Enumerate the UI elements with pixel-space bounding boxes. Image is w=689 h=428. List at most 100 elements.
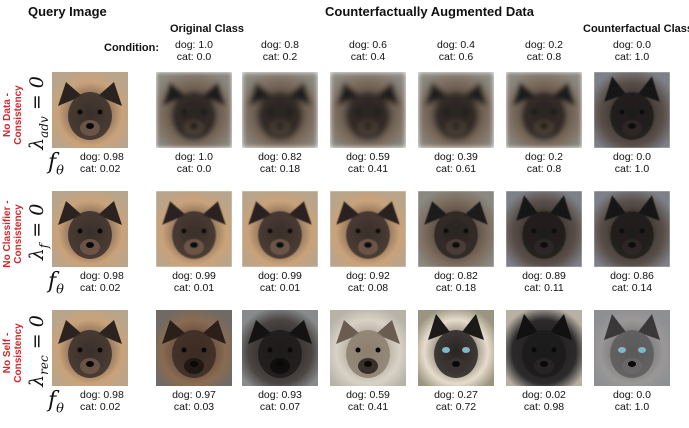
lambda-label: λrec = 0 bbox=[24, 296, 51, 406]
augmented-image bbox=[330, 191, 406, 267]
score-cat: cat: 0.98 bbox=[523, 401, 565, 413]
score-cat: cat: 0.01 bbox=[259, 282, 301, 294]
classifier-symbol: fθ bbox=[48, 271, 64, 301]
score-cat: cat: 0.14 bbox=[611, 282, 653, 294]
augmented-image bbox=[242, 72, 318, 148]
condition-cat: cat: 0.8 bbox=[526, 51, 562, 63]
query-score-cat: cat: 0.02 bbox=[80, 163, 121, 175]
lambda-text: λrec = 0 bbox=[24, 296, 51, 406]
lambda-symbol: λ bbox=[26, 374, 48, 387]
score-dog: dog: 0.0 bbox=[613, 389, 651, 401]
lambda-subscript: adv bbox=[36, 116, 51, 138]
augmented-scores: dog: 0.59 cat: 0.41 bbox=[330, 389, 406, 413]
augmented-image bbox=[242, 310, 318, 386]
lambda-text: λadv = 0 bbox=[24, 58, 51, 168]
score-dog: dog: 0.99 bbox=[172, 270, 216, 282]
augmented-image bbox=[330, 72, 406, 148]
lambda-symbol: λ bbox=[26, 137, 48, 150]
score-cat: cat: 0.01 bbox=[173, 282, 215, 294]
row-label-line: Consistency bbox=[13, 204, 24, 264]
augmented-image bbox=[506, 72, 582, 148]
counterfactual-class-header: Counterfactual Class bbox=[583, 23, 689, 35]
augmented-scores: dog: 0.0 cat: 1.0 bbox=[594, 151, 670, 175]
condition-label: Condition: bbox=[104, 42, 159, 54]
score-dog: dog: 0.02 bbox=[522, 389, 566, 401]
augmented-scores: dog: 0.39 cat: 0.61 bbox=[418, 151, 494, 175]
augmented-image bbox=[418, 191, 494, 267]
query-score-cat: cat: 0.02 bbox=[80, 401, 121, 413]
query-image bbox=[52, 191, 128, 267]
score-dog: dog: 0.89 bbox=[522, 270, 566, 282]
classifier-f: f bbox=[48, 388, 57, 413]
query-image bbox=[52, 72, 128, 148]
query-image bbox=[52, 310, 128, 386]
score-dog: dog: 0.59 bbox=[346, 151, 390, 163]
score-cat: cat: 0.41 bbox=[347, 163, 389, 175]
condition-dog: dog: 0.8 bbox=[261, 39, 299, 51]
classifier-symbol: fθ bbox=[48, 390, 64, 420]
condition-cat: cat: 1.0 bbox=[614, 51, 650, 63]
score-dog: dog: 0.97 bbox=[172, 389, 216, 401]
augmented-image bbox=[330, 310, 406, 386]
score-cat: cat: 0.72 bbox=[435, 401, 477, 413]
condition-cat: cat: 0.6 bbox=[438, 51, 474, 63]
condition-dog: dog: 0.2 bbox=[525, 39, 563, 51]
classifier-theta: θ bbox=[56, 401, 64, 417]
score-cat: cat: 1.0 bbox=[614, 163, 650, 175]
augmented-image bbox=[418, 310, 494, 386]
lambda-symbol: λ bbox=[26, 248, 48, 261]
classifier-f: f bbox=[48, 150, 57, 175]
score-dog: dog: 0.39 bbox=[434, 151, 478, 163]
lambda-subscript: f bbox=[36, 243, 51, 249]
row-label-line: No Data - bbox=[2, 93, 13, 137]
score-cat: cat: 0.18 bbox=[259, 163, 301, 175]
score-dog: dog: 0.0 bbox=[613, 151, 651, 163]
augmented-image bbox=[594, 191, 670, 267]
augmented-image bbox=[506, 310, 582, 386]
score-cat: cat: 0.11 bbox=[524, 282, 564, 294]
condition-cell: dog: 0.2 cat: 0.8 bbox=[506, 39, 582, 63]
augmented-scores: dog: 0.27 cat: 0.72 bbox=[418, 389, 494, 413]
augmented-scores: dog: 0.99 cat: 0.01 bbox=[242, 270, 318, 294]
lambda-text: λf = 0 bbox=[24, 177, 51, 287]
augmented-scores: dog: 0.92 cat: 0.08 bbox=[330, 270, 406, 294]
augmented-scores: dog: 0.86 cat: 0.14 bbox=[594, 270, 670, 294]
augmented-scores: dog: 1.0 cat: 0.0 bbox=[156, 151, 232, 175]
augmented-scores: dog: 0.89 cat: 0.11 bbox=[506, 270, 582, 294]
condition-cell: dog: 1.0 cat: 0.0 bbox=[156, 39, 232, 63]
condition-dog: dog: 1.0 bbox=[175, 39, 213, 51]
score-dog: dog: 0.27 bbox=[434, 389, 478, 401]
score-cat: cat: 0.0 bbox=[176, 163, 212, 175]
augmented-image bbox=[156, 310, 232, 386]
score-cat: cat: 0.8 bbox=[526, 163, 562, 175]
augmented-scores: dog: 0.82 cat: 0.18 bbox=[242, 151, 318, 175]
classifier-theta: θ bbox=[56, 163, 64, 179]
score-cat: cat: 0.41 bbox=[347, 401, 389, 413]
condition-cell: dog: 0.6 cat: 0.4 bbox=[330, 39, 406, 63]
classifier-symbol: fθ bbox=[48, 152, 64, 182]
augmented-image bbox=[156, 72, 232, 148]
score-dog: dog: 0.59 bbox=[346, 389, 390, 401]
condition-cat: cat: 0.2 bbox=[262, 51, 298, 63]
score-cat: cat: 0.03 bbox=[173, 401, 215, 413]
augmented-image bbox=[418, 72, 494, 148]
query-image-header: Query Image bbox=[28, 4, 107, 19]
augmented-image bbox=[594, 72, 670, 148]
classifier-f: f bbox=[48, 269, 57, 294]
lambda-subscript: rec bbox=[36, 355, 51, 375]
row-label-line: No Self - bbox=[2, 332, 13, 374]
condition-dog: dog: 0.4 bbox=[437, 39, 475, 51]
query-scores: dog: 0.98 cat: 0.02 bbox=[80, 389, 124, 413]
score-dog: dog: 0.82 bbox=[258, 151, 302, 163]
row-label-line: Consistency bbox=[13, 85, 24, 145]
condition-cell: dog: 0.0 cat: 1.0 bbox=[594, 39, 670, 63]
augmented-scores: dog: 0.97 cat: 0.03 bbox=[156, 389, 232, 413]
query-score-dog: dog: 0.98 bbox=[80, 151, 124, 163]
query-scores: dog: 0.98 cat: 0.02 bbox=[80, 151, 124, 175]
score-dog: dog: 0.92 bbox=[346, 270, 390, 282]
score-dog: dog: 0.2 bbox=[525, 151, 563, 163]
condition-dog: dog: 0.6 bbox=[349, 39, 387, 51]
score-dog: dog: 0.93 bbox=[258, 389, 302, 401]
condition-dog: dog: 0.0 bbox=[613, 39, 651, 51]
condition-cat: cat: 0.4 bbox=[350, 51, 386, 63]
